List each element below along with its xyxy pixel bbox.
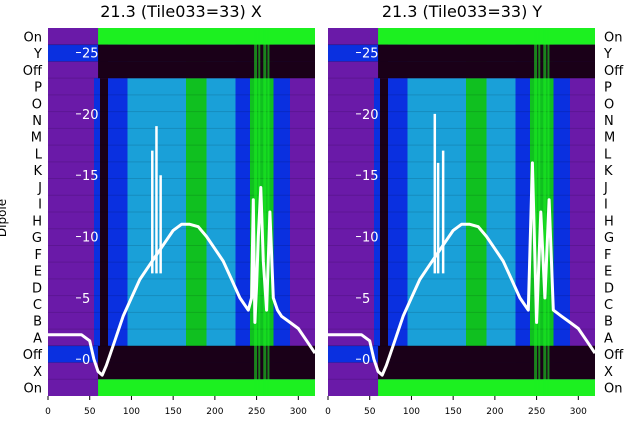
special-row xyxy=(328,345,595,363)
row-label: X xyxy=(604,365,613,380)
special-row-band xyxy=(328,345,379,363)
row-label: B xyxy=(604,315,613,330)
row-label: N xyxy=(604,114,614,129)
row-label: C xyxy=(33,298,42,313)
row-label: Off xyxy=(604,64,624,79)
row-label: A xyxy=(33,331,42,346)
row-label: Y xyxy=(603,47,612,62)
x-tick-label: 50 xyxy=(364,407,376,417)
special-row-band xyxy=(48,44,99,62)
row-label: G xyxy=(32,231,42,246)
row-label: O xyxy=(604,97,614,112)
x-tick-label: 300 xyxy=(290,407,307,417)
special-row-band xyxy=(378,379,595,396)
x-tick-label: 50 xyxy=(84,407,96,417)
special-row-band xyxy=(98,61,315,79)
x-tick-label: 150 xyxy=(165,407,182,417)
x-tick-label: 250 xyxy=(528,407,545,417)
row-label: O xyxy=(32,97,42,112)
streak xyxy=(263,28,267,396)
row-label: K xyxy=(33,164,42,179)
row-label: I xyxy=(604,198,608,213)
x-tick-label: 100 xyxy=(403,407,420,417)
overlay-tick-label: 15 xyxy=(362,169,379,184)
row-label: C xyxy=(604,298,613,313)
overlay-tick-label: 25 xyxy=(82,47,99,62)
row-label: E xyxy=(34,265,42,280)
streak xyxy=(254,28,258,396)
row-label: D xyxy=(32,281,42,296)
row-label: N xyxy=(32,114,42,129)
row-label: D xyxy=(604,281,614,296)
overlay-tick-label: 10 xyxy=(362,231,379,246)
streak xyxy=(534,28,538,396)
special-row-band xyxy=(378,61,595,79)
special-row-band xyxy=(328,44,379,62)
streak xyxy=(538,28,541,396)
overlay-series-line xyxy=(48,186,317,377)
row-label: B xyxy=(33,315,42,330)
x-tick-label: 200 xyxy=(206,407,223,417)
special-row xyxy=(48,345,315,363)
overlay-tick-label: 25 xyxy=(362,47,379,62)
row-label: M xyxy=(604,131,615,146)
x-tick-label: 150 xyxy=(445,407,462,417)
special-row-band xyxy=(378,362,595,380)
chart-title-x: 21.3 (Tile033=33) X xyxy=(100,2,262,21)
x-tick-label: 0 xyxy=(325,407,331,417)
overlay-tick-label: 20 xyxy=(82,108,99,123)
special-row-band xyxy=(98,362,315,380)
overlay-tick-label: 5 xyxy=(362,292,370,307)
special-row-band xyxy=(98,379,315,396)
row-label: F xyxy=(604,248,611,263)
special-row-band xyxy=(48,345,99,363)
special-row-band xyxy=(98,28,315,45)
row-label: P xyxy=(604,81,612,96)
overlay-tick-label: 15 xyxy=(82,169,99,184)
row-label: J xyxy=(37,181,42,196)
row-label: F xyxy=(35,248,42,263)
special-row xyxy=(328,44,595,62)
overlay-tick-label: 0 xyxy=(362,353,370,368)
x-tick-label: 250 xyxy=(248,407,265,417)
row-label: M xyxy=(31,131,42,146)
row-label: J xyxy=(603,181,608,196)
row-label: On xyxy=(604,30,622,45)
overlay-tick-label: 10 xyxy=(82,231,99,246)
y-axis-label: Dipole xyxy=(0,199,9,237)
x-tick-label: 100 xyxy=(123,407,140,417)
row-label: On xyxy=(24,30,42,45)
row-label: X xyxy=(33,365,42,380)
special-row xyxy=(48,44,315,62)
panel-y: 21.3 (Tile033=33) Y 2520151050OnYOffPONM… xyxy=(325,2,624,417)
panel-x: 21.3 (Tile033=33) X Dipole 2520151050OnY… xyxy=(0,2,317,417)
row-label: Off xyxy=(604,348,624,363)
row-label: I xyxy=(38,198,42,213)
row-label: On xyxy=(604,382,622,397)
row-label: H xyxy=(604,214,614,229)
row-label: Off xyxy=(23,64,43,79)
overlay-tick-label: 20 xyxy=(362,108,379,123)
overlay-tick-label: 0 xyxy=(82,353,90,368)
row-label: H xyxy=(32,214,42,229)
row-label: E xyxy=(604,265,612,280)
row-label: K xyxy=(604,164,613,179)
row-label: Y xyxy=(33,47,42,62)
row-label: A xyxy=(604,331,613,346)
x-tick-label: 300 xyxy=(570,407,587,417)
chart-title-y: 21.3 (Tile033=33) Y xyxy=(382,2,543,21)
row-label: G xyxy=(604,231,614,246)
row-label: L xyxy=(604,147,612,162)
special-row-band xyxy=(378,28,595,45)
streak xyxy=(543,28,547,396)
x-tick-label: 0 xyxy=(45,407,51,417)
row-label: On xyxy=(24,382,42,397)
overlay-tick-label: 5 xyxy=(82,292,90,307)
x-tick-label: 200 xyxy=(486,407,503,417)
overlay-series-line xyxy=(328,161,597,377)
row-label: Off xyxy=(23,348,43,363)
row-label: P xyxy=(34,81,42,96)
row-label: L xyxy=(35,147,43,162)
